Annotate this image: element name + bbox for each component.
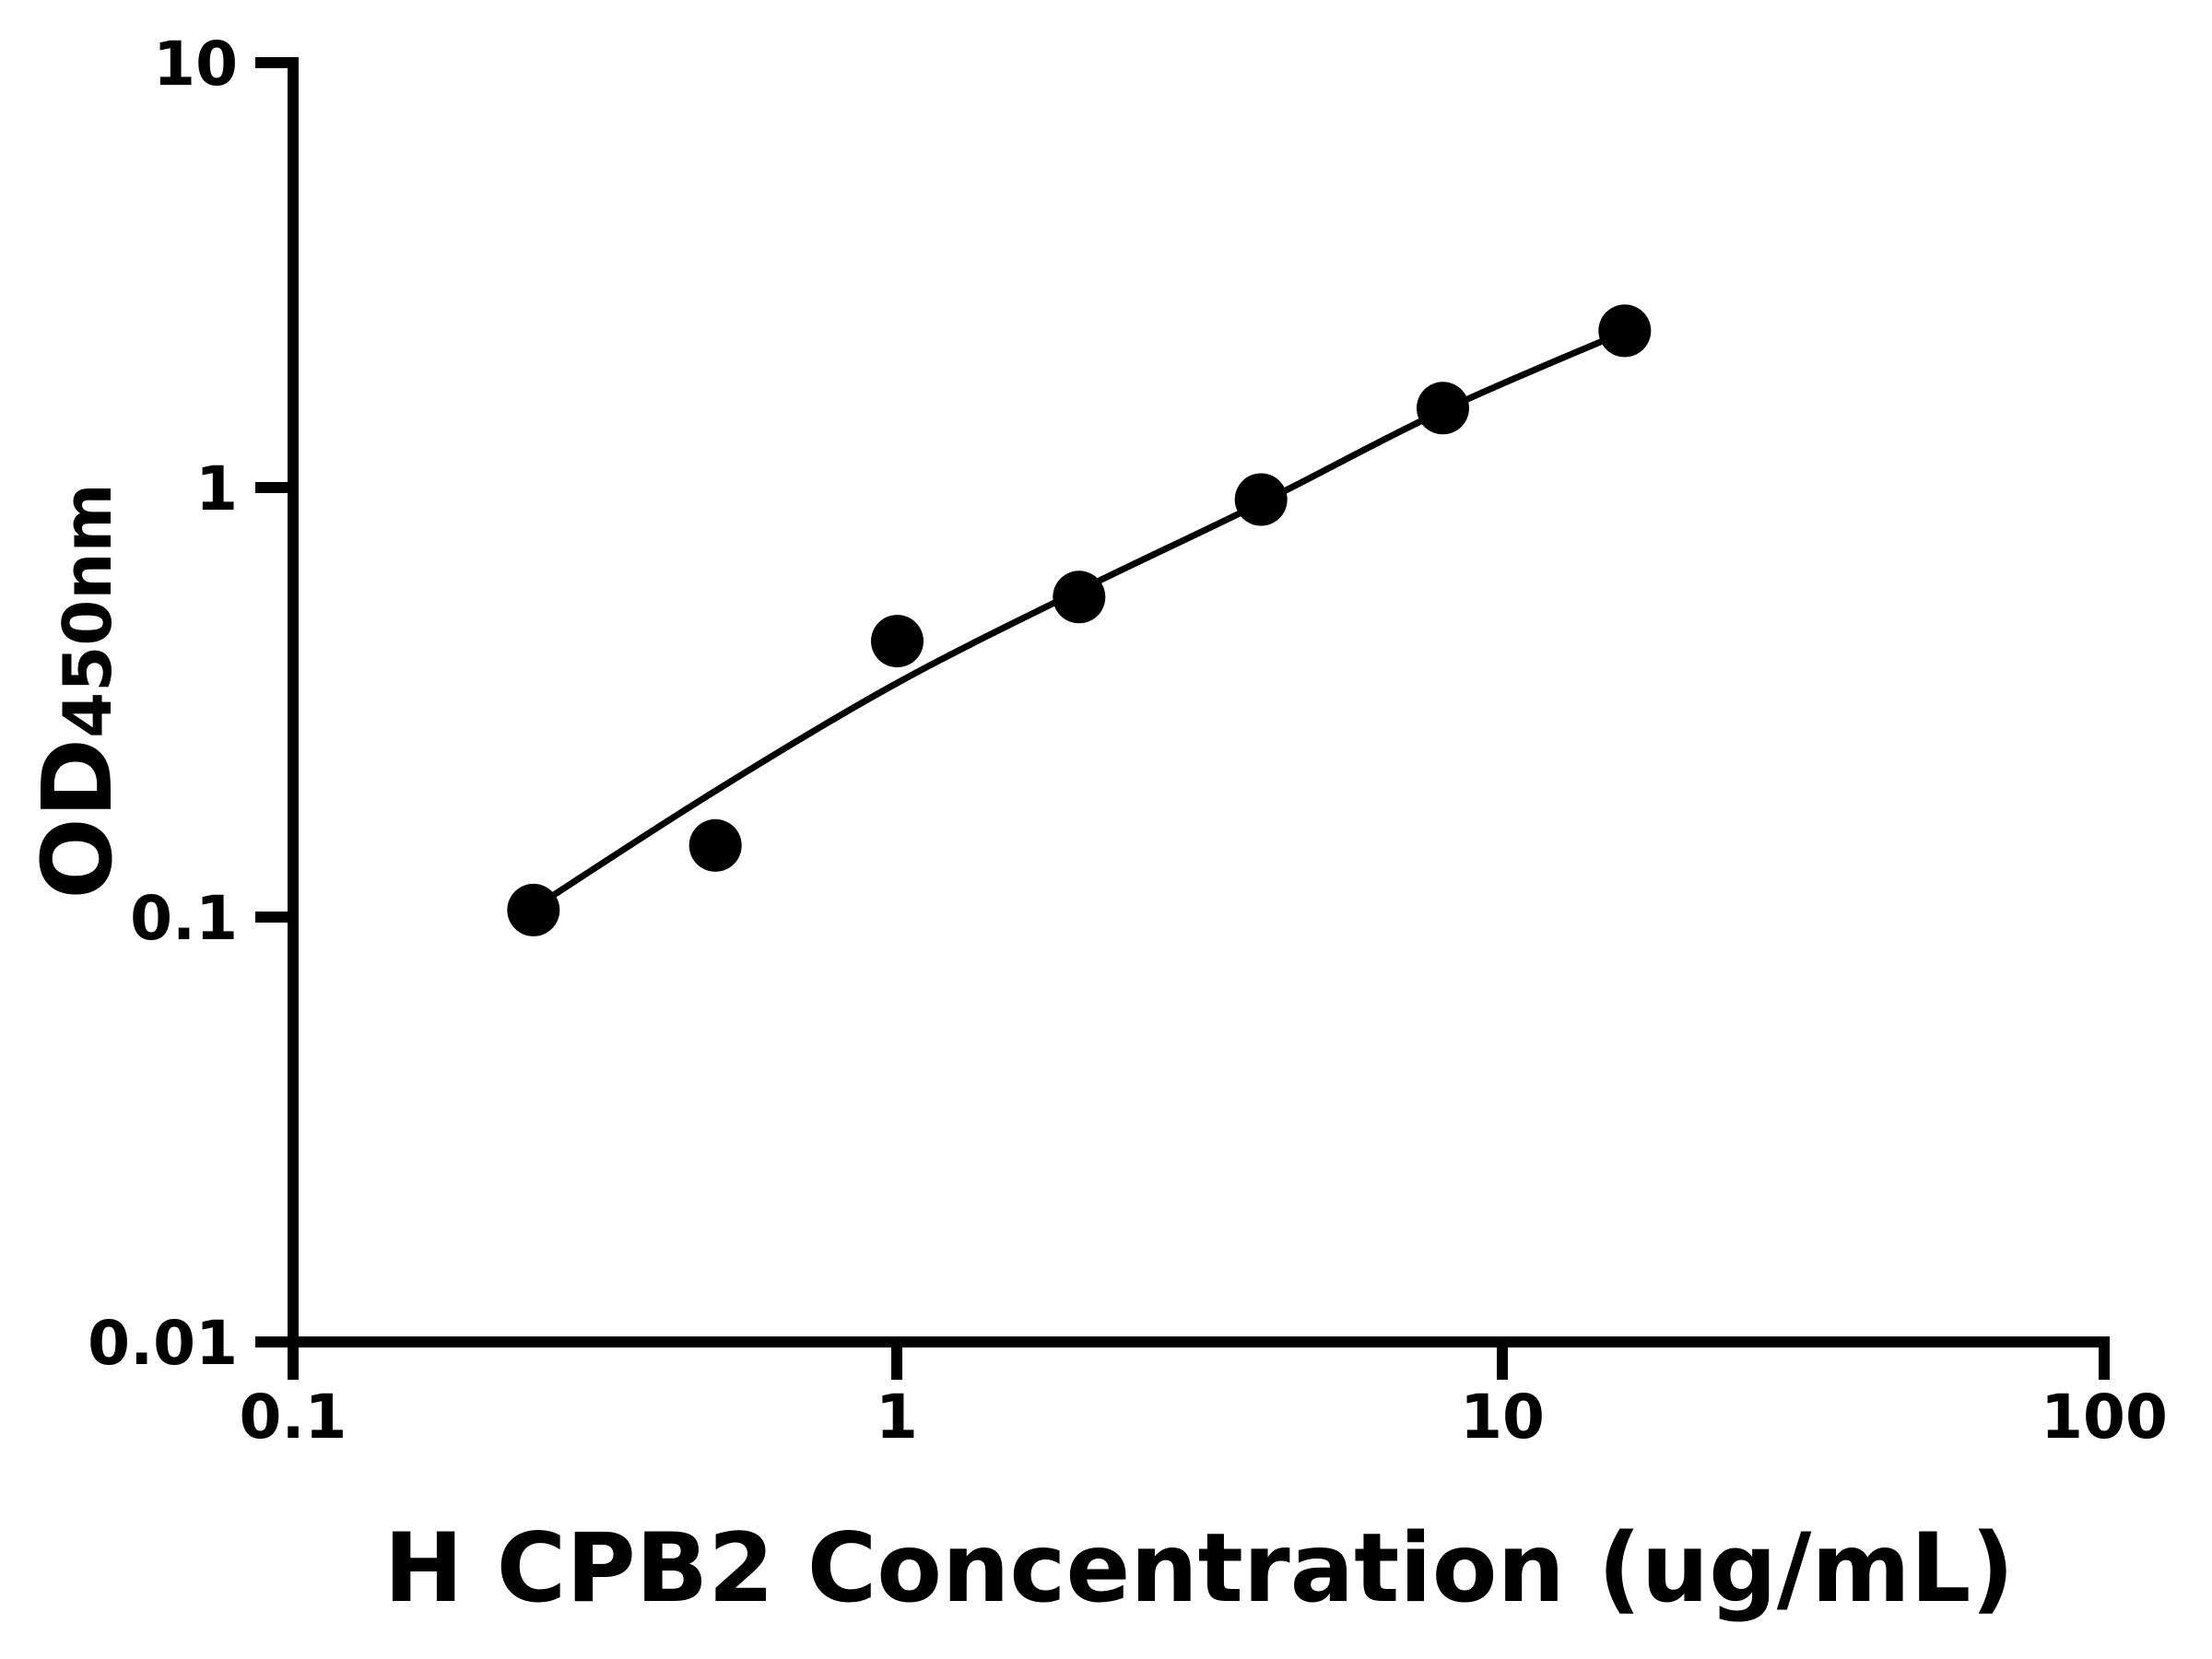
y-tick-label-0.01: 0.01 bbox=[88, 1308, 238, 1379]
data-point bbox=[688, 818, 742, 872]
y-axis-tick-labels: 10 1 0.1 0.01 bbox=[88, 29, 238, 1379]
axes bbox=[288, 57, 2110, 1347]
y-tick-label-0.1: 0.1 bbox=[130, 883, 238, 954]
x-tick-label-1: 1 bbox=[876, 1382, 918, 1453]
x-tick-1 bbox=[891, 1347, 902, 1380]
y-axis-title-sub: 450nm bbox=[49, 483, 126, 738]
data-points-layer bbox=[507, 304, 1652, 936]
y-tick-10 bbox=[255, 57, 299, 68]
x-tick-10 bbox=[1497, 1347, 1508, 1380]
data-point bbox=[871, 615, 924, 668]
y-tick-label-1: 1 bbox=[195, 453, 238, 524]
y-tick-label-10: 10 bbox=[153, 29, 238, 100]
data-point bbox=[1053, 571, 1106, 624]
y-axis-ticks bbox=[255, 57, 299, 1347]
x-tick-label-0.1: 0.1 bbox=[240, 1382, 347, 1453]
y-tick-1 bbox=[255, 482, 299, 493]
y-axis-title: OD450nm bbox=[21, 483, 134, 899]
x-tick-label-100: 100 bbox=[2041, 1382, 2168, 1453]
x-axis-line bbox=[288, 1336, 2110, 1347]
data-point bbox=[1234, 473, 1288, 526]
x-tick-label-10: 10 bbox=[1460, 1382, 1545, 1453]
x-tick-100 bbox=[2099, 1347, 2110, 1380]
y-tick-0.1 bbox=[255, 912, 299, 923]
x-axis-tick-labels: 0.1 1 10 100 bbox=[240, 1382, 2168, 1453]
data-point bbox=[507, 883, 560, 936]
x-axis-title: H CPB2 Concentration (ug/mL) bbox=[384, 1513, 2015, 1624]
y-axis-title-main: OD bbox=[21, 738, 134, 900]
data-point bbox=[1417, 382, 1469, 435]
data-point bbox=[1598, 304, 1652, 358]
x-axis-ticks bbox=[288, 1336, 2110, 1380]
x-tick-0.1 bbox=[288, 1336, 299, 1380]
y-axis-line bbox=[288, 57, 299, 1347]
